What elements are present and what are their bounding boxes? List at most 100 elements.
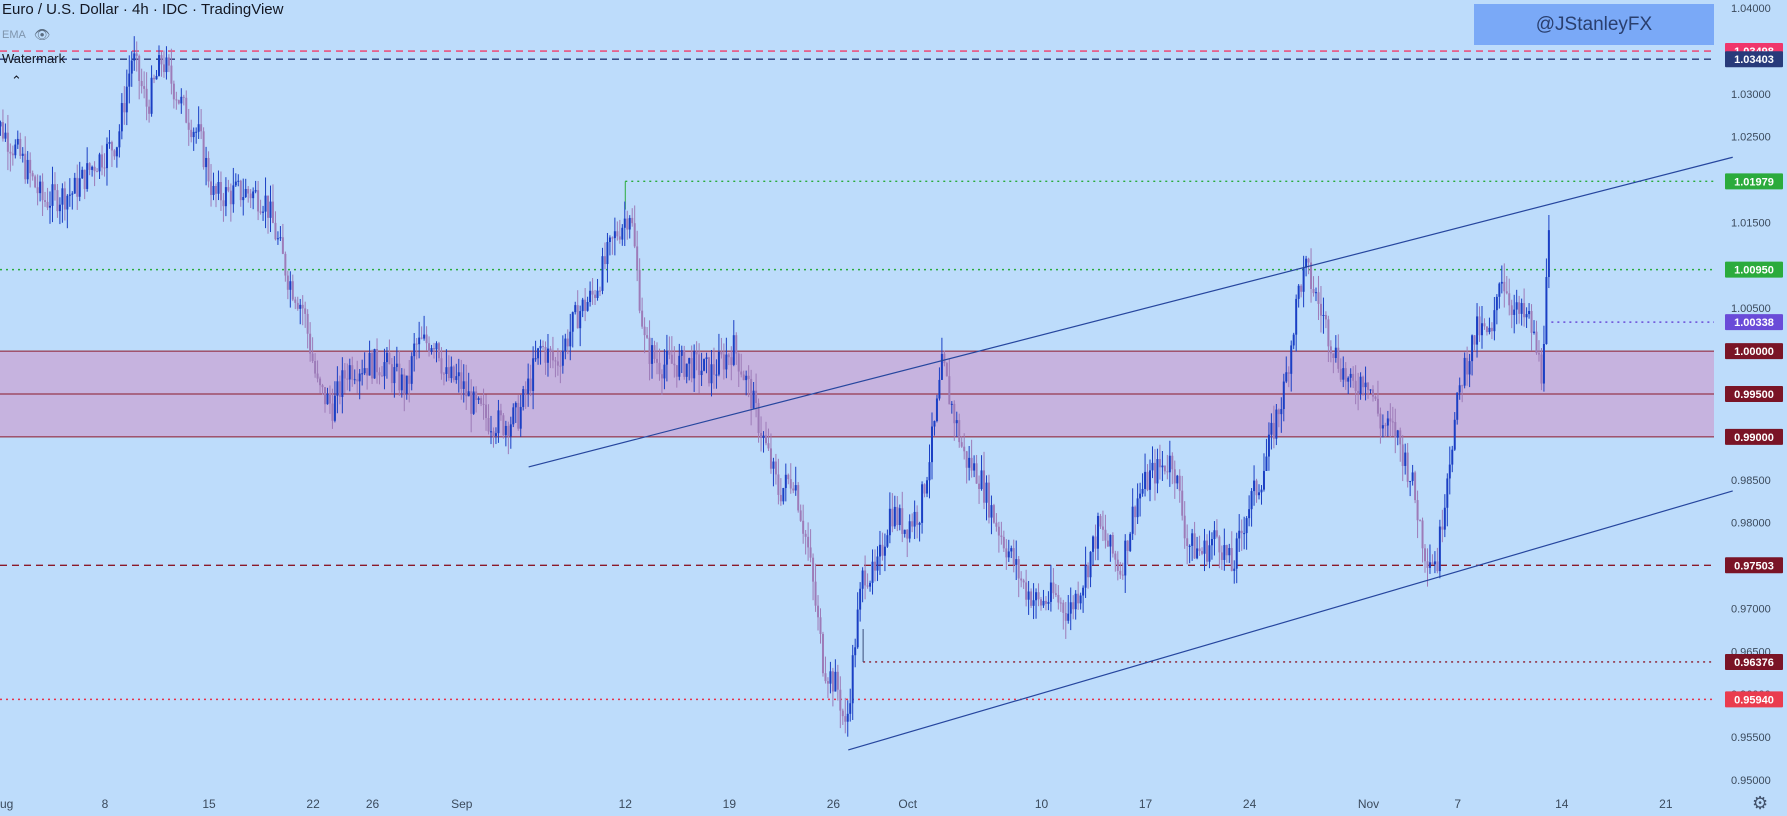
candle-body bbox=[819, 617, 822, 634]
candle-body bbox=[6, 132, 9, 152]
candle-body bbox=[886, 535, 889, 547]
candle-body bbox=[430, 348, 433, 352]
candle-body bbox=[712, 364, 715, 375]
candle-body bbox=[1131, 506, 1134, 534]
candle-body bbox=[385, 352, 388, 363]
candle-body bbox=[338, 381, 341, 397]
candle-body bbox=[618, 236, 621, 240]
candle-body bbox=[418, 337, 421, 345]
candle-body bbox=[1017, 559, 1020, 579]
candle-body bbox=[933, 421, 936, 427]
candle-body bbox=[740, 371, 743, 375]
candle-body bbox=[237, 180, 240, 182]
candle-body bbox=[1342, 368, 1345, 380]
candle-body bbox=[973, 463, 976, 471]
x-axis-tick-label: 7 bbox=[1454, 797, 1461, 811]
candle-body bbox=[935, 398, 938, 422]
candle-body bbox=[279, 237, 282, 239]
candle-body bbox=[814, 581, 817, 606]
candle-body bbox=[1139, 493, 1142, 499]
candle-body bbox=[1369, 389, 1372, 391]
channel-upper-trendline[interactable] bbox=[528, 156, 1733, 468]
candle-body bbox=[638, 269, 641, 311]
candle-body bbox=[722, 354, 725, 370]
candle-body bbox=[948, 376, 951, 405]
price-label: 0.96376 bbox=[1734, 657, 1774, 669]
chevron-up-icon[interactable]: ⌃ bbox=[11, 73, 22, 88]
candle-body bbox=[1453, 419, 1456, 450]
candle-body bbox=[1168, 455, 1171, 473]
candle-body bbox=[185, 97, 188, 123]
candle-body bbox=[1188, 545, 1191, 547]
price-label-box bbox=[1725, 173, 1783, 190]
price-label-box bbox=[1725, 314, 1783, 331]
candle-body bbox=[306, 313, 309, 334]
candle-body bbox=[1106, 540, 1109, 547]
candle-body bbox=[764, 435, 767, 444]
eye-slash-icon[interactable]: 👁 bbox=[33, 27, 51, 42]
candle-body bbox=[470, 391, 473, 414]
candle-body bbox=[1030, 591, 1033, 606]
candle-body bbox=[1161, 465, 1164, 468]
candle-body bbox=[1391, 421, 1394, 423]
candle-body bbox=[36, 187, 39, 194]
candle-body bbox=[1144, 471, 1147, 489]
candle-body bbox=[234, 181, 237, 186]
candle-body bbox=[76, 177, 79, 197]
candle-body bbox=[1111, 534, 1114, 554]
candle-body bbox=[190, 129, 193, 138]
candle-body bbox=[717, 351, 720, 375]
candle-body bbox=[651, 345, 654, 364]
candle-body bbox=[205, 157, 208, 168]
candle-body bbox=[958, 420, 961, 443]
candle-body bbox=[239, 180, 242, 201]
candle-body bbox=[1381, 425, 1384, 429]
candle-body bbox=[1386, 418, 1389, 426]
candle-body bbox=[715, 374, 718, 376]
candle-body bbox=[1485, 326, 1488, 333]
candle-body bbox=[903, 529, 906, 534]
candle-body bbox=[943, 353, 946, 364]
candle-body bbox=[1359, 376, 1362, 394]
candle-body bbox=[1, 122, 4, 139]
channel-lower-trendline[interactable] bbox=[848, 490, 1733, 751]
candle-body bbox=[1339, 368, 1342, 380]
price-label-box bbox=[1725, 653, 1783, 670]
candle-body bbox=[787, 474, 790, 480]
candle-body bbox=[1096, 515, 1099, 549]
candle-body bbox=[881, 544, 884, 556]
candle-body bbox=[1116, 559, 1119, 571]
candle-body bbox=[271, 201, 274, 223]
candle-body bbox=[309, 333, 312, 354]
gear-icon[interactable]: ⚙ bbox=[1752, 793, 1769, 813]
candle-body bbox=[561, 350, 564, 366]
candle-body bbox=[1141, 488, 1144, 494]
candle-body bbox=[400, 374, 403, 391]
price-label: 1.00338 bbox=[1734, 317, 1774, 329]
candle-body bbox=[985, 482, 988, 503]
candle-body bbox=[772, 461, 775, 469]
candle-body bbox=[849, 703, 852, 714]
candle-body bbox=[475, 391, 478, 401]
candle-body bbox=[1176, 475, 1179, 484]
candle-body bbox=[507, 425, 510, 437]
candle-body bbox=[14, 144, 17, 156]
candle-body bbox=[494, 433, 497, 436]
candle-body bbox=[1208, 545, 1211, 562]
candle-body bbox=[105, 143, 108, 169]
watermark-indicator-label[interactable]: Watermark bbox=[2, 51, 66, 66]
symbol-title[interactable]: Euro / U.S. Dollar · 4h · IDC · TradingV… bbox=[2, 1, 284, 18]
candle-body bbox=[1044, 600, 1047, 604]
y-axis-tick-label: 1.00500 bbox=[1731, 303, 1771, 315]
candle-body bbox=[212, 185, 215, 195]
candle-body bbox=[1178, 475, 1181, 491]
ema-indicator-legend[interactable]: EMA 👁 bbox=[2, 27, 50, 43]
candle-body bbox=[529, 378, 532, 391]
price-label: 0.99000 bbox=[1734, 432, 1774, 444]
x-axis-tick-label: 12 bbox=[619, 797, 633, 811]
candle-body bbox=[512, 407, 515, 425]
candle-body bbox=[757, 403, 760, 434]
candle-body bbox=[1438, 526, 1441, 572]
